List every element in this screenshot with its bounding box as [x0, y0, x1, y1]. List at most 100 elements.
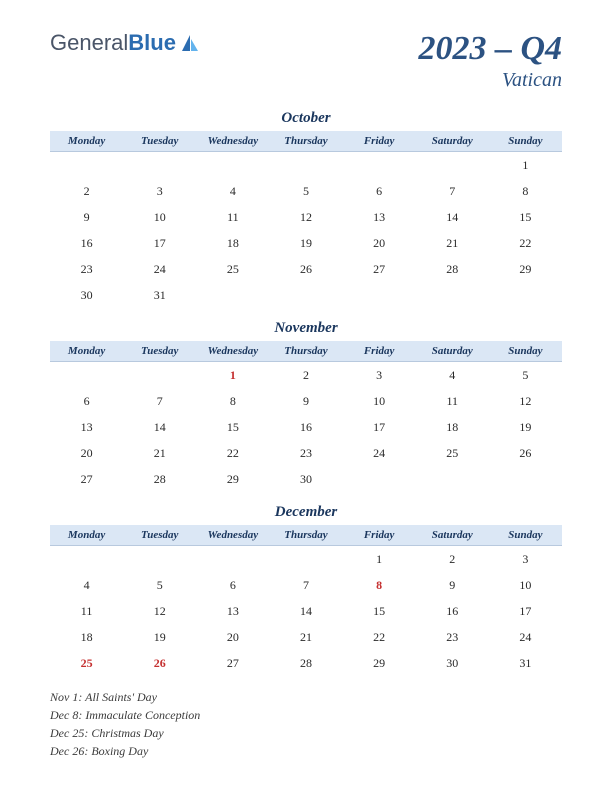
calendar-cell: 1: [489, 152, 562, 179]
calendar-row: 123: [50, 546, 562, 573]
day-header: Sunday: [489, 525, 562, 546]
calendar-row: 27282930: [50, 466, 562, 492]
day-header: Wednesday: [196, 341, 269, 362]
day-header: Monday: [50, 341, 123, 362]
calendar-cell: 28: [123, 466, 196, 492]
calendar-cell: 5: [123, 572, 196, 598]
calendar-cell: 20: [50, 440, 123, 466]
calendar-row: 3031: [50, 282, 562, 308]
calendar-cell: 17: [489, 598, 562, 624]
calendar-cell: 30: [416, 650, 489, 676]
calendar-row: 23242526272829: [50, 256, 562, 282]
day-header: Saturday: [416, 341, 489, 362]
calendar-cell: 16: [269, 414, 342, 440]
calendar-cell: [269, 152, 342, 179]
calendar-cell: 10: [123, 204, 196, 230]
calendar-cell: 29: [489, 256, 562, 282]
calendar-cell: 9: [269, 388, 342, 414]
calendar-row: 13141516171819: [50, 414, 562, 440]
calendar-cell: 20: [343, 230, 416, 256]
calendar-cell: [123, 546, 196, 573]
calendar-cell: [416, 152, 489, 179]
calendar-cell: 3: [489, 546, 562, 573]
day-header: Sunday: [489, 341, 562, 362]
day-header: Thursday: [269, 525, 342, 546]
calendar-cell: 2: [269, 362, 342, 389]
calendar-cell: [269, 546, 342, 573]
calendar-cell: 6: [50, 388, 123, 414]
calendar-row: 25262728293031: [50, 650, 562, 676]
calendar-cell: 4: [50, 572, 123, 598]
calendar-cell: 18: [196, 230, 269, 256]
calendar-cell: 27: [196, 650, 269, 676]
calendar-row: 1: [50, 152, 562, 179]
calendar-cell: 25: [50, 650, 123, 676]
calendar-cell: 31: [123, 282, 196, 308]
calendar-cell: 25: [196, 256, 269, 282]
calendar-cell: 15: [343, 598, 416, 624]
calendar-cell: 9: [416, 572, 489, 598]
calendar-cell: 5: [489, 362, 562, 389]
month-name: November: [50, 320, 562, 337]
calendar-cell: 17: [343, 414, 416, 440]
day-header: Sunday: [489, 131, 562, 152]
logo: GeneralBlue: [50, 30, 200, 56]
calendar-cell: 21: [123, 440, 196, 466]
calendar-cell: 22: [489, 230, 562, 256]
calendar-cell: 8: [196, 388, 269, 414]
header: GeneralBlue 2023 – Q4 Vatican: [50, 30, 562, 92]
calendar-cell: 21: [269, 624, 342, 650]
calendar-cell: 12: [123, 598, 196, 624]
holiday-line: Dec 8: Immaculate Conception: [50, 706, 562, 724]
calendar-cell: [416, 282, 489, 308]
calendar-cell: 3: [123, 178, 196, 204]
calendar-row: 9101112131415: [50, 204, 562, 230]
calendar-cell: 22: [343, 624, 416, 650]
logo-text-2: Blue: [128, 30, 176, 56]
calendar-cell: 13: [50, 414, 123, 440]
calendar-cell: 5: [269, 178, 342, 204]
calendar-cell: 14: [416, 204, 489, 230]
day-header: Thursday: [269, 131, 342, 152]
calendar-cell: [123, 362, 196, 389]
calendar-cell: [196, 546, 269, 573]
calendar-cell: 17: [123, 230, 196, 256]
calendar-cell: [50, 546, 123, 573]
calendar-row: 18192021222324: [50, 624, 562, 650]
calendar-cell: 24: [343, 440, 416, 466]
calendar-cell: 12: [489, 388, 562, 414]
calendar-cell: 27: [343, 256, 416, 282]
calendar-row: 11121314151617: [50, 598, 562, 624]
calendar-cell: 6: [343, 178, 416, 204]
calendar-cell: 2: [416, 546, 489, 573]
day-header: Thursday: [269, 341, 342, 362]
day-header: Friday: [343, 341, 416, 362]
calendar-cell: 24: [489, 624, 562, 650]
day-header: Monday: [50, 525, 123, 546]
calendar-cell: 7: [269, 572, 342, 598]
calendar-cell: [50, 152, 123, 179]
calendar-cell: 18: [416, 414, 489, 440]
month-name: December: [50, 504, 562, 521]
calendar-cell: 1: [196, 362, 269, 389]
day-header: Tuesday: [123, 525, 196, 546]
calendar-table: MondayTuesdayWednesdayThursdayFridaySatu…: [50, 525, 562, 676]
day-header: Tuesday: [123, 131, 196, 152]
calendar-cell: 26: [489, 440, 562, 466]
calendar-cell: [123, 152, 196, 179]
calendar-cell: 19: [489, 414, 562, 440]
calendar-cell: [343, 282, 416, 308]
calendar-cell: 13: [196, 598, 269, 624]
calendar-cell: [343, 152, 416, 179]
calendar-cell: 30: [50, 282, 123, 308]
calendar-cell: 11: [416, 388, 489, 414]
calendar-cell: 24: [123, 256, 196, 282]
holiday-line: Dec 25: Christmas Day: [50, 724, 562, 742]
day-header: Tuesday: [123, 341, 196, 362]
calendar-cell: 29: [343, 650, 416, 676]
calendar-cell: 22: [196, 440, 269, 466]
title-main: 2023 – Q4: [418, 30, 562, 67]
calendar-cell: 16: [416, 598, 489, 624]
day-header: Saturday: [416, 525, 489, 546]
day-header: Monday: [50, 131, 123, 152]
